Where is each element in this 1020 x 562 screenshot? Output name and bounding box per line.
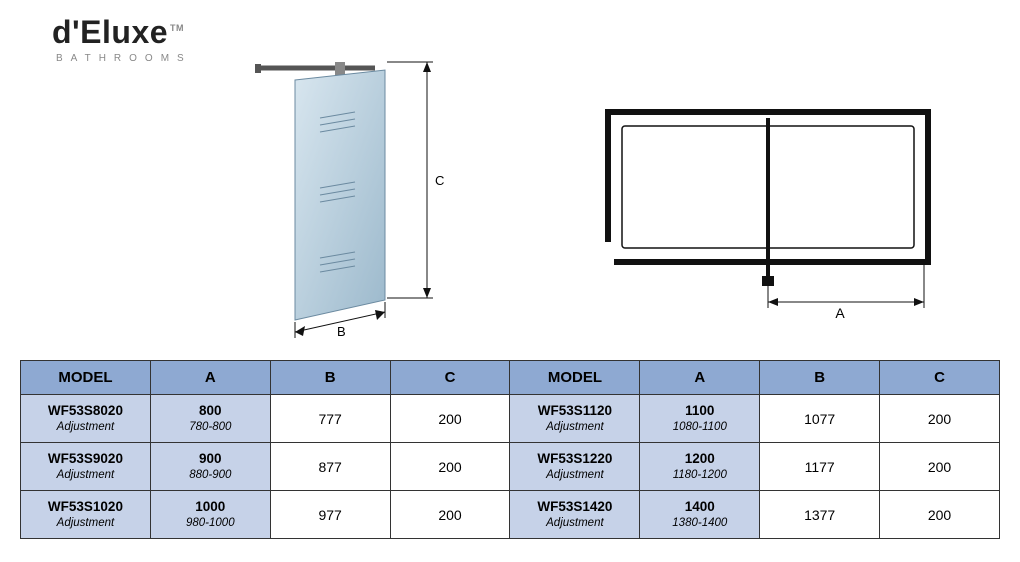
- cell-model: WF53S1120: [510, 398, 639, 420]
- cell-a: 1100: [640, 398, 759, 420]
- cell-a: 1200: [640, 446, 759, 468]
- cell-a: 800: [151, 398, 270, 420]
- th-b-r: B: [760, 361, 880, 395]
- th-b-l: B: [270, 361, 390, 395]
- dim-b-label: B: [337, 324, 346, 339]
- cell-c: 200: [390, 443, 510, 491]
- cell-model: WF53S1420: [510, 494, 639, 516]
- spec-table: MODEL A B C MODEL A B C WF53S8020 Adjust…: [20, 360, 1000, 539]
- cell-model: WF53S1020: [21, 494, 150, 516]
- cell-model: WF53S9020: [21, 446, 150, 468]
- cell-c: 200: [390, 395, 510, 443]
- th-a-r: A: [640, 361, 760, 395]
- cell-a-adj: 1380-1400: [640, 516, 759, 536]
- table-header-row: MODEL A B C MODEL A B C: [21, 361, 1000, 395]
- cell-adjustment-label: Adjustment: [510, 420, 639, 440]
- table-row: WF53S9020 Adjustment 900 880-900 877 200…: [21, 443, 1000, 491]
- cell-b: 1377: [760, 491, 880, 539]
- th-model-r: MODEL: [510, 361, 640, 395]
- dim-c-label: C: [435, 173, 444, 188]
- cell-b: 777: [270, 395, 390, 443]
- table-row: WF53S1020 Adjustment 1000 980-1000 977 2…: [21, 491, 1000, 539]
- th-c-l: C: [390, 361, 510, 395]
- dim-a-label: A: [835, 305, 845, 320]
- cell-adjustment-label: Adjustment: [510, 516, 639, 536]
- cell-adjustment-label: Adjustment: [510, 468, 639, 488]
- th-a-l: A: [150, 361, 270, 395]
- cell-c: 200: [880, 395, 1000, 443]
- th-c-r: C: [880, 361, 1000, 395]
- cell-a-adj: 1180-1200: [640, 468, 759, 488]
- cell-c: 200: [880, 443, 1000, 491]
- cell-adjustment-label: Adjustment: [21, 516, 150, 536]
- cell-b: 1177: [760, 443, 880, 491]
- cell-a-adj: 780-800: [151, 420, 270, 440]
- cell-adjustment-label: Adjustment: [21, 420, 150, 440]
- cell-a-adj: 1080-1100: [640, 420, 759, 440]
- cell-model: WF53S1220: [510, 446, 639, 468]
- cell-b: 1077: [760, 395, 880, 443]
- diagrams-area: C B A: [0, 30, 1020, 350]
- plan-diagram: A: [580, 100, 950, 320]
- cell-c: 200: [880, 491, 1000, 539]
- th-model-l: MODEL: [21, 361, 151, 395]
- cell-model: WF53S8020: [21, 398, 150, 420]
- elevation-diagram: C B: [255, 40, 465, 340]
- cell-b: 977: [270, 491, 390, 539]
- cell-a: 1000: [151, 494, 270, 516]
- cell-adjustment-label: Adjustment: [21, 468, 150, 488]
- cell-a: 900: [151, 446, 270, 468]
- cell-b: 877: [270, 443, 390, 491]
- cell-c: 200: [390, 491, 510, 539]
- cell-a-adj: 980-1000: [151, 516, 270, 536]
- cell-a: 1400: [640, 494, 759, 516]
- table-row: WF53S8020 Adjustment 800 780-800 777 200…: [21, 395, 1000, 443]
- cell-a-adj: 880-900: [151, 468, 270, 488]
